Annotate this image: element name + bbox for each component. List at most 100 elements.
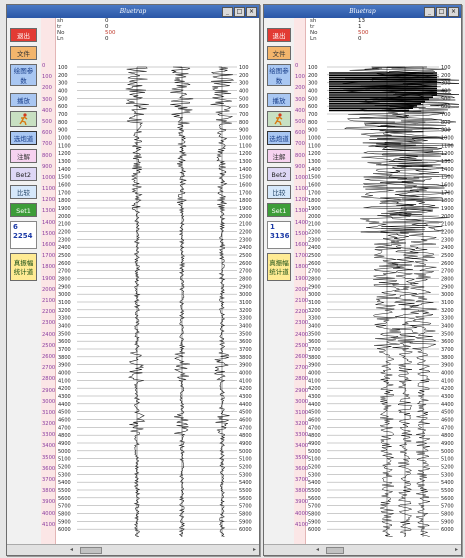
time-label: 100 (58, 65, 68, 71)
time-axis-label: 4000 (295, 510, 309, 517)
scroll-left-icon[interactable]: ◂ (70, 546, 74, 553)
time-axis-label: 1100 (295, 186, 309, 193)
time-label-right: 5000 (239, 449, 252, 455)
time-label-right: 2000 (239, 214, 252, 220)
plot-params-button[interactable]: 绘图参数 (267, 64, 291, 86)
time-axis-label: 2600 (42, 353, 56, 360)
exit-button[interactable]: 退出 (10, 28, 37, 42)
select-shot-trace-button[interactable]: 选炮道 (267, 131, 291, 145)
close-icon[interactable]: × (448, 7, 459, 17)
true-amplitude-stats-button[interactable]: 真振幅统计道 (10, 253, 37, 281)
window-titlebar[interactable]: Bluetrap _ □ × (264, 5, 461, 18)
scroll-left-icon[interactable]: ◂ (316, 546, 320, 553)
time-axis-label: 700 (295, 141, 305, 148)
minimize-icon[interactable]: _ (222, 7, 233, 17)
time-axis-label: 3300 (295, 432, 309, 439)
bet2-button[interactable]: Bet2 (267, 167, 291, 181)
time-axis-label: 3800 (42, 488, 56, 495)
scroll-right-icon[interactable]: ▸ (454, 546, 458, 553)
set1-button[interactable]: Set1 (267, 203, 291, 217)
time-axis-label: 2500 (295, 342, 309, 349)
time-label: 3600 (308, 339, 321, 345)
time-axis-label: 400 (42, 107, 52, 114)
seismic-viewer-window-1: Bluetrap _ □ × 退出 文件 绘图参数 播放 选炮道 注解 Bet2… (6, 4, 260, 556)
time-label: 600 (308, 104, 318, 110)
header-value-No: 500 (105, 30, 116, 36)
time-label-right: 5100 (441, 457, 454, 463)
horizontal-scrollbar[interactable]: ◂ ▸ (7, 544, 259, 555)
set1-button[interactable]: Set1 (10, 203, 37, 217)
true-amplitude-stats-button[interactable]: 真振幅统计道 (267, 253, 291, 281)
time-label-right: 2600 (441, 261, 454, 267)
time-label-right: 4200 (239, 386, 252, 392)
time-label: 5900 (58, 519, 71, 525)
time-label: 3100 (308, 300, 321, 306)
file-button[interactable]: 文件 (267, 46, 291, 60)
time-label-right: 600 (441, 104, 451, 110)
time-label-right: 700 (239, 112, 249, 118)
trace-header-info: sh 0 tr 0 No 500 Ln 0 (57, 18, 117, 46)
compare-button[interactable]: 比较 (267, 185, 291, 199)
counter-index: 1 (270, 223, 275, 231)
compare-button[interactable]: 比较 (10, 185, 37, 199)
minimize-icon[interactable]: _ (424, 7, 435, 17)
time-axis-label: 2200 (295, 309, 309, 316)
time-label: 3700 (58, 347, 71, 353)
time-label: 3100 (58, 300, 71, 306)
time-label: 900 (58, 128, 68, 134)
time-label: 1700 (58, 190, 71, 196)
time-axis-label: 2200 (42, 309, 56, 316)
annotate-button[interactable]: 注解 (267, 149, 291, 163)
runner-button[interactable] (267, 111, 291, 127)
time-axis-label: 2900 (42, 387, 56, 394)
scroll-thumb[interactable] (326, 547, 344, 554)
time-label: 700 (308, 112, 318, 118)
time-label-right: 6000 (239, 527, 252, 533)
scroll-right-icon[interactable]: ▸ (252, 546, 256, 553)
play-button[interactable]: 播放 (267, 93, 291, 107)
time-label: 1400 (58, 167, 71, 173)
time-label: 400 (308, 89, 318, 95)
close-icon[interactable]: × (246, 7, 257, 17)
window-titlebar[interactable]: Bluetrap _ □ × (7, 5, 259, 18)
plot-params-button[interactable]: 绘图参数 (10, 64, 37, 86)
time-label: 1200 (58, 151, 71, 157)
time-axis-label: 1000 (295, 174, 309, 181)
annotate-button[interactable]: 注解 (10, 149, 37, 163)
time-axis-label: 2400 (42, 331, 56, 338)
horizontal-scrollbar[interactable]: ◂ ▸ (264, 544, 461, 555)
time-label-right: 2900 (239, 284, 252, 290)
select-shot-trace-button[interactable]: 选炮道 (10, 131, 37, 145)
exit-button[interactable]: 退出 (267, 28, 291, 42)
time-label: 3200 (308, 308, 321, 314)
time-label: 3900 (58, 363, 71, 369)
bet2-button[interactable]: Bet2 (10, 167, 37, 181)
time-axis-label: 900 (42, 163, 52, 170)
maximize-icon[interactable]: □ (436, 7, 447, 17)
time-label-right: 5300 (239, 472, 252, 478)
time-label: 5400 (308, 480, 321, 486)
play-button[interactable]: 播放 (10, 93, 37, 107)
time-label: 2000 (308, 214, 321, 220)
time-axis-label: 0 (42, 63, 46, 69)
maximize-icon[interactable]: □ (234, 7, 245, 17)
time-label-right: 1600 (441, 183, 454, 189)
time-axis-label: 1800 (42, 264, 56, 271)
time-label: 1800 (58, 198, 71, 204)
time-axis-column: 0 100 200 300 400 500 600 700 800 900 1000 1100 1200… (41, 18, 56, 545)
file-button[interactable]: 文件 (10, 46, 37, 60)
counter-total: 2254 (13, 232, 33, 240)
time-label-right: 5200 (441, 465, 454, 471)
time-label-right: 500 (441, 96, 451, 102)
time-label-right: 4500 (239, 410, 252, 416)
time-label: 1600 (58, 183, 71, 189)
time-label: 1100 (308, 143, 321, 149)
time-label: 2500 (58, 253, 71, 259)
time-label: 4900 (308, 441, 321, 447)
runner-button[interactable] (10, 111, 37, 127)
time-axis-label: 4000 (42, 510, 56, 517)
scroll-thumb[interactable] (80, 547, 102, 554)
time-label: 2400 (58, 245, 71, 251)
